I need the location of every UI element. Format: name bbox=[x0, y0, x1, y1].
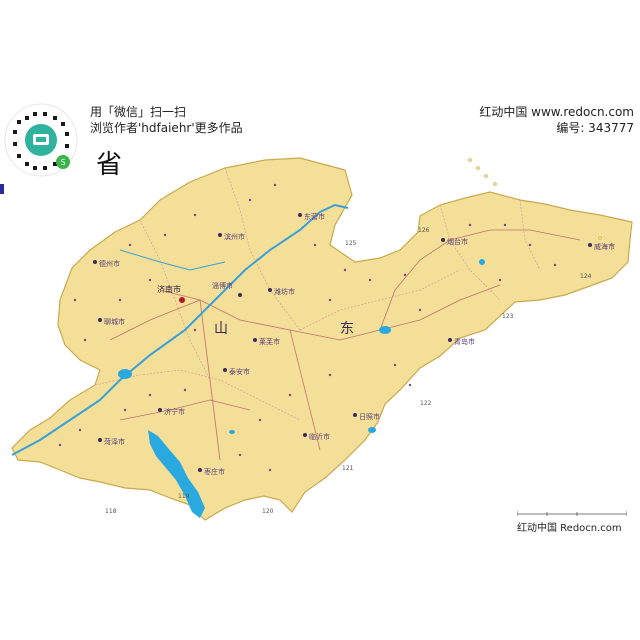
city-label-heze: 菏泽市 bbox=[104, 437, 125, 446]
reservoir-1 bbox=[379, 326, 391, 334]
capital-marker bbox=[179, 297, 185, 303]
reservoir-2 bbox=[479, 259, 485, 265]
land-area bbox=[11, 157, 633, 521]
city-label-dezhou: 德州市 bbox=[99, 259, 120, 268]
city-labels: 烟台市 威海市 潍坊市 淄博市 临沂市 泰安市 济宁市 枣庄市 日照市 聊城市 … bbox=[99, 212, 615, 476]
grid-label-118: 118 bbox=[105, 508, 117, 515]
province-map: 山 东 济南市 烟台市 威海市 潍坊市 淄博市 临沂市 泰安市 济宁市 枣庄市 … bbox=[11, 157, 633, 521]
city-label-binzhou: 滨州市 bbox=[224, 232, 245, 241]
wechat-line-2: 浏览作者'hdfaiehr'更多作品 bbox=[90, 121, 243, 135]
wechat-line-1: 用「微信」扫一扫 bbox=[90, 105, 187, 119]
grid-label-123: 123 bbox=[502, 313, 514, 320]
city-markers bbox=[93, 213, 592, 472]
city-label-jining: 济宁市 bbox=[164, 407, 185, 416]
city-label-qingdao: 青岛市 bbox=[454, 337, 475, 346]
city-label-dongying: 东营市 bbox=[304, 212, 325, 221]
city-label-laiwu: 莱芜市 bbox=[259, 337, 280, 346]
grid-label-125: 125 bbox=[345, 240, 357, 247]
svg-text:S: S bbox=[60, 158, 65, 167]
qr-code: S bbox=[3, 102, 79, 178]
admin-boundaries bbox=[94, 167, 541, 421]
city-label-weifang: 潍坊市 bbox=[274, 287, 295, 296]
region-char-1: 山 bbox=[214, 321, 228, 337]
city-label-linyi: 临沂市 bbox=[309, 432, 330, 441]
capital-label: 济南市 bbox=[157, 284, 181, 294]
city-label-zibo: 淄博市 bbox=[212, 281, 233, 290]
road-network bbox=[109, 229, 581, 461]
wechat-text: 用「微信」扫一扫 浏览作者'hdfaiehr'更多作品 bbox=[90, 104, 243, 136]
town-dots bbox=[58, 183, 557, 472]
edge-mark bbox=[0, 184, 4, 194]
site-info: 红动中国 www.redocn.com 编号: 343777 bbox=[479, 104, 634, 136]
grid-label-119: 119 bbox=[178, 493, 190, 500]
city-label-liaocheng: 聊城市 bbox=[104, 317, 125, 326]
grid-label-124: 124 bbox=[580, 273, 592, 280]
image-id: 编号: 343777 bbox=[556, 121, 634, 135]
city-label-rizhao: 日照市 bbox=[359, 412, 380, 421]
footer-brand: 红动中国 Redocn.com bbox=[517, 523, 622, 534]
reservoir-3 bbox=[368, 427, 376, 433]
city-label-taian: 泰安市 bbox=[229, 367, 250, 376]
city-label-weihai: 威海市 bbox=[594, 242, 615, 251]
city-label-yantai: 烟台市 bbox=[447, 237, 468, 246]
grid-label-122: 122 bbox=[420, 400, 432, 407]
reservoir-4 bbox=[229, 430, 235, 434]
grid-label-126: 126 bbox=[418, 227, 430, 234]
canal bbox=[119, 249, 226, 271]
weishan-lake bbox=[148, 430, 205, 518]
city-label-zaozhuang: 枣庄市 bbox=[204, 467, 225, 476]
scale-bar bbox=[517, 511, 627, 516]
map-title-glyph: 省 bbox=[96, 150, 123, 180]
grid-label-120: 120 bbox=[262, 508, 274, 515]
region-char-2: 东 bbox=[340, 321, 354, 337]
grid-label-121: 121 bbox=[342, 465, 354, 472]
yellow-river bbox=[11, 203, 349, 456]
dongping-lake bbox=[118, 369, 132, 379]
grid-labels: 118 119 120 121 122 123 124 125 126 bbox=[105, 227, 592, 515]
islands bbox=[468, 158, 614, 247]
site-url[interactable]: 红动中国 www.redocn.com bbox=[479, 105, 634, 119]
